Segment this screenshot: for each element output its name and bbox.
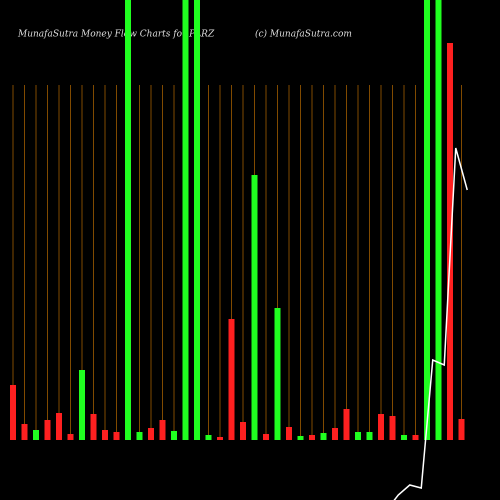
bar — [171, 431, 177, 440]
bar — [217, 437, 223, 440]
bar — [33, 430, 39, 440]
bar — [263, 434, 269, 440]
bar — [343, 409, 350, 440]
bar — [274, 308, 281, 440]
bar — [102, 430, 108, 440]
bar — [389, 416, 396, 440]
bar — [424, 0, 430, 440]
bar — [113, 432, 120, 440]
bar — [286, 427, 292, 440]
bar — [10, 385, 16, 440]
bar — [297, 436, 304, 440]
bar — [90, 414, 97, 440]
bar — [447, 43, 453, 440]
bar — [136, 432, 143, 440]
money-flow-line — [393, 147, 468, 500]
bar — [148, 428, 154, 440]
bar — [412, 435, 419, 440]
bar — [320, 433, 327, 440]
bar — [458, 419, 465, 440]
chart-title: MunafaSutra Money Flow Charts for PLRZ — [17, 30, 215, 40]
bar — [366, 432, 373, 440]
bar — [355, 432, 361, 440]
bar — [228, 319, 235, 440]
plot — [10, 0, 468, 500]
bar — [194, 0, 200, 440]
bar — [159, 420, 166, 440]
bar — [332, 428, 338, 440]
bar — [79, 370, 85, 440]
bar — [125, 0, 131, 440]
bar — [401, 435, 407, 440]
bar — [56, 413, 62, 440]
bar — [378, 414, 384, 440]
bar — [44, 420, 51, 440]
bar — [251, 175, 258, 440]
bar — [67, 434, 74, 440]
bar — [435, 0, 442, 440]
bar — [205, 435, 212, 440]
bar — [21, 424, 28, 440]
bar — [240, 422, 246, 440]
chart-subtitle: (c) MunafaSutra.com — [255, 29, 352, 40]
bar — [309, 435, 315, 440]
bar — [182, 0, 189, 440]
